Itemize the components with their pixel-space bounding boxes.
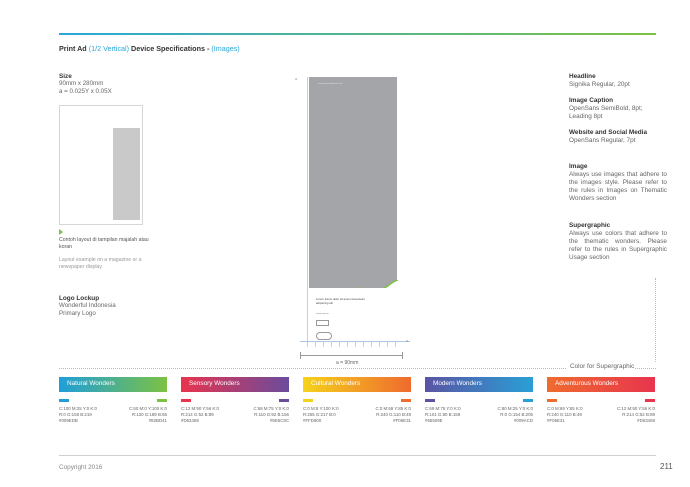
dimension-line (300, 355, 403, 356)
horizontal-dotted-divider (59, 368, 656, 369)
vertical-dotted-divider (655, 278, 656, 362)
swatch-label: Sensory Wonders (189, 380, 240, 387)
swatch-modern-wonders: Modern Wonders (425, 377, 533, 392)
spec-supergraphic: Supergraphic Always use colors that adhe… (569, 222, 667, 262)
color-chip-secondary (523, 399, 533, 402)
color-chip-primary (425, 399, 435, 402)
page-title: Print Ad (1/2 Vertical) Device Specifica… (59, 44, 240, 53)
color-values-secondary: C:60 M:0 Y:100 K:0 R:130 G:189 B:65 #82B… (129, 406, 167, 423)
copyright: Copyright 2016 (59, 464, 103, 471)
mockup-headline: Lorem ipsum dolor sit amet consectetur a… (316, 297, 365, 305)
color-values-primary: C:69 M:75 Y:0 K:0 R:101 G:80 B:158 #6550… (425, 406, 461, 423)
color-chip-primary (547, 399, 557, 402)
logo-label: Logo Lockup (59, 295, 100, 302)
color-values-primary: C:100 M:25 Y:0 K:0 R:0 G:158 B:219 #009E… (59, 406, 97, 423)
spec-label: Image (569, 163, 588, 170)
swatch-label: Cultural Wonders (311, 380, 361, 387)
swatch-label: Natural Wonders (67, 380, 115, 387)
color-chip-secondary (401, 399, 411, 402)
caption-english: Layout example on a magazine or a newspa… (59, 257, 142, 270)
mockup-brand-mark-icon (316, 332, 332, 340)
mockup-logo-icon (316, 320, 329, 326)
color-chip-secondary (157, 399, 167, 402)
size-value: 90mm x 280mm (59, 80, 104, 87)
spec-label: Supergraphic (569, 222, 611, 229)
mockup-image-text: Lorem ipsum dolor sit amet (318, 83, 343, 85)
page-title-main: Print Ad (59, 44, 87, 53)
color-chip-primary (59, 399, 69, 402)
spec-image: Image Always use images that adhere to t… (569, 163, 667, 203)
swatch-label: Adventurous Wonders (555, 380, 619, 387)
spec-website-social: Website and Social Media OpenSans Regula… (569, 129, 667, 145)
bottom-rule (59, 455, 656, 456)
page-title-rest: Device Specifications - (131, 44, 210, 53)
color-values-secondary: C:68 M:75 Y:0 K:0 R:110 G:92 B:156 #6E5C… (253, 406, 289, 423)
color-values-primary: C:12 M:90 Y:56 K:0 R:214 G:52 B:89 #D634… (181, 406, 219, 423)
logo-lockup-spec: Logo Lockup Wonderful Indonesia Primary … (59, 295, 169, 318)
mockup-image-area (309, 77, 397, 288)
mockup-small-text: Lorem ipsum (316, 313, 329, 315)
color-values-primary: C:0 M:8 Y:100 K:0 R:255 G:217 B:0 #FFD90… (303, 406, 339, 423)
color-chip-secondary (645, 399, 655, 402)
color-chip-primary (303, 399, 313, 402)
spec-value: Always use colors that adhere to the the… (569, 230, 667, 261)
logo-value-2: Primary Logo (59, 310, 96, 317)
spec-value: OpenSans SemiBold, 8pt; Leading 8pt (569, 105, 643, 120)
logo-value-1: Wonderful Indonesia (59, 302, 116, 309)
color-chip-primary (181, 399, 191, 402)
swatch-adventurous-wonders: Adventurous Wonders (547, 377, 655, 392)
spec-value: Signika Regular, 20pt (569, 81, 630, 88)
supergraphic-colors-label: Color for Supergraphic (567, 363, 635, 370)
swatch-sensory-wonders: Sensory Wonders (181, 377, 289, 392)
page-number: 211 (660, 462, 673, 471)
size-label: Size (59, 73, 72, 80)
spec-label: Headline (569, 73, 596, 80)
swatch-cultural-wonders: Cultural Wonders (303, 377, 411, 392)
mockup-corner-label-top: a (295, 76, 298, 81)
color-values-secondary: C:0 M:69 Y:85 K:0 R:240 G:110 B:49 #F06E… (375, 406, 411, 423)
mockup-corner-label-bottom: a (406, 338, 409, 343)
spec-headline: Headline Signika Regular, 20pt (569, 73, 667, 89)
size-spec: Size 90mm x 280mm a = 0.025Y x 0.05X (59, 73, 169, 96)
caption-marker-icon (59, 229, 63, 235)
color-values-secondary: C:80 M:25 Y:0 K:0 R:0 G:154 B:205 #009AC… (497, 406, 533, 423)
spec-label: Website and Social Media (569, 129, 648, 136)
caption-indonesian: Contoh layout di tampilan majalah atau k… (59, 237, 149, 250)
color-values-primary: C:0 M:69 Y:85 K:0 R:240 G:110 B:49 #F06E… (547, 406, 583, 423)
page-title-paren: (Images) (211, 44, 240, 53)
thumbnail-ad-placement (113, 128, 140, 220)
mockup-bottom-guide (300, 341, 410, 342)
color-values-secondary: C:12 M:90 Y:56 K:0 R:214 G:52 B:89 #D634… (617, 406, 655, 423)
page-title-format: (1/2 Vertical) (88, 44, 130, 53)
size-formula: a = 0.025Y x 0.05X (59, 88, 112, 95)
swatch-label: Modern Wonders (433, 380, 482, 387)
dimension-tick-right (402, 352, 403, 359)
layout-thumbnail (59, 105, 143, 225)
spec-value: Always use images that adhere to the ima… (569, 171, 667, 202)
swatch-natural-wonders: Natural Wonders (59, 377, 167, 392)
spec-label: Image Caption (569, 97, 614, 104)
dimension-label: a = 90mm (336, 360, 359, 366)
spec-value: OpenSans Regular, 7pt (569, 137, 636, 144)
spec-image-caption: Image Caption OpenSans SemiBold, 8pt; Le… (569, 97, 667, 121)
color-chip-secondary (279, 399, 289, 402)
top-rule (59, 33, 656, 35)
